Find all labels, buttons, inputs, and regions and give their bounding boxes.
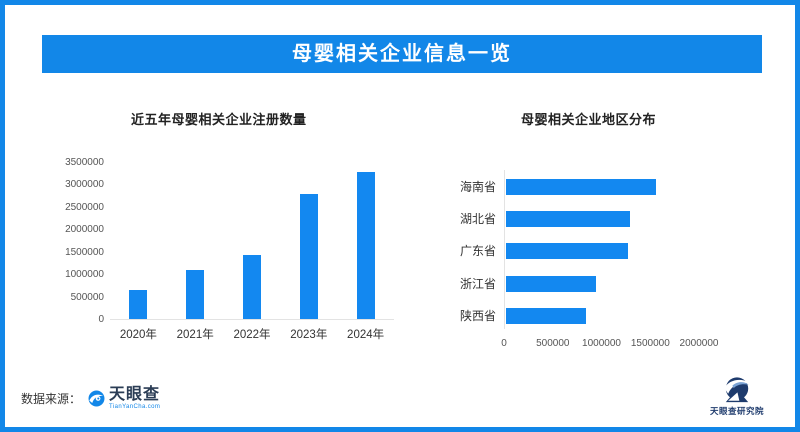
y-tick-label: 2500000 <box>65 201 104 213</box>
tianyancha-wordmark: 天眼查 <box>109 385 161 403</box>
y-tick-label: 3500000 <box>65 157 104 168</box>
right-chart-x-labels: 0 500000 1000000 1500000 2000000 <box>501 337 734 351</box>
y-tick-label: 0 <box>98 314 104 325</box>
data-source: 数据来源： 天眼查 TianYanCha.com <box>21 384 160 412</box>
region-bar <box>506 307 586 324</box>
research-institute-name: 天眼查研究院 <box>709 406 764 416</box>
left-chart-plot <box>110 163 394 320</box>
right-chart-categories: 海南省湖北省广东省浙江省陕西省 <box>438 170 496 332</box>
data-source-label: 数据来源： <box>21 391 82 406</box>
x-category-label: 2023年 <box>290 329 328 341</box>
y-tick-label: 1500000 <box>65 246 104 258</box>
regions-chart-title: 母婴相关企业地区分布 <box>521 112 657 127</box>
left-chart-y-axis: 0 500000 1000000 1500000 2000000 2500000 30000… <box>38 157 104 325</box>
page-title: 母婴相关企业信息一览 <box>42 35 762 73</box>
y-tick-label: 2000000 <box>65 224 104 236</box>
tianyancha-eye-logo-icon <box>88 390 105 407</box>
y-tick-label: 3000000 <box>65 179 104 191</box>
registration-bar <box>299 194 318 319</box>
registrations-chart-title: 近五年母婴相关企业注册数量 <box>131 112 307 127</box>
registration-bar <box>186 269 205 319</box>
research-institute-logo-icon <box>720 376 754 404</box>
registration-bar <box>243 254 261 319</box>
left-chart-x-labels: 2020年 2021年 2022年 2023年 2024年 <box>110 327 394 343</box>
tianyancha-brand: 天眼查 TianYanCha.com <box>109 385 161 410</box>
x-tick-label: 1500000 <box>630 338 670 349</box>
region-label: 陕西省 <box>459 308 496 323</box>
y-tick-label: 1000000 <box>65 269 104 281</box>
x-category-label: 2020年 <box>119 329 157 341</box>
registration-bar <box>129 289 148 319</box>
x-category-label: 2021年 <box>176 329 214 341</box>
x-tick-label: 500000 <box>536 338 570 349</box>
region-label: 湖北省 <box>459 212 496 227</box>
right-chart-plot <box>504 170 734 329</box>
region-bar <box>506 211 630 228</box>
region-label: 海南省 <box>459 180 496 194</box>
x-tick-label: 2000000 <box>679 338 719 349</box>
research-institute-badge: 天眼查研究院 <box>692 376 782 417</box>
y-tick-label: 500000 <box>70 291 104 303</box>
registration-bar <box>356 171 375 319</box>
x-tick-label: 1000000 <box>582 338 621 349</box>
x-category-label: 2024年 <box>347 329 385 341</box>
tianyancha-domain: TianYanCha.com <box>109 403 161 410</box>
region-bar <box>506 179 657 195</box>
region-label: 广东省 <box>459 244 496 259</box>
region-label: 浙江省 <box>459 276 496 291</box>
region-bar <box>506 275 596 292</box>
region-bar <box>506 243 628 260</box>
x-tick-label: 0 <box>501 338 507 349</box>
x-category-label: 2022年 <box>233 329 271 341</box>
